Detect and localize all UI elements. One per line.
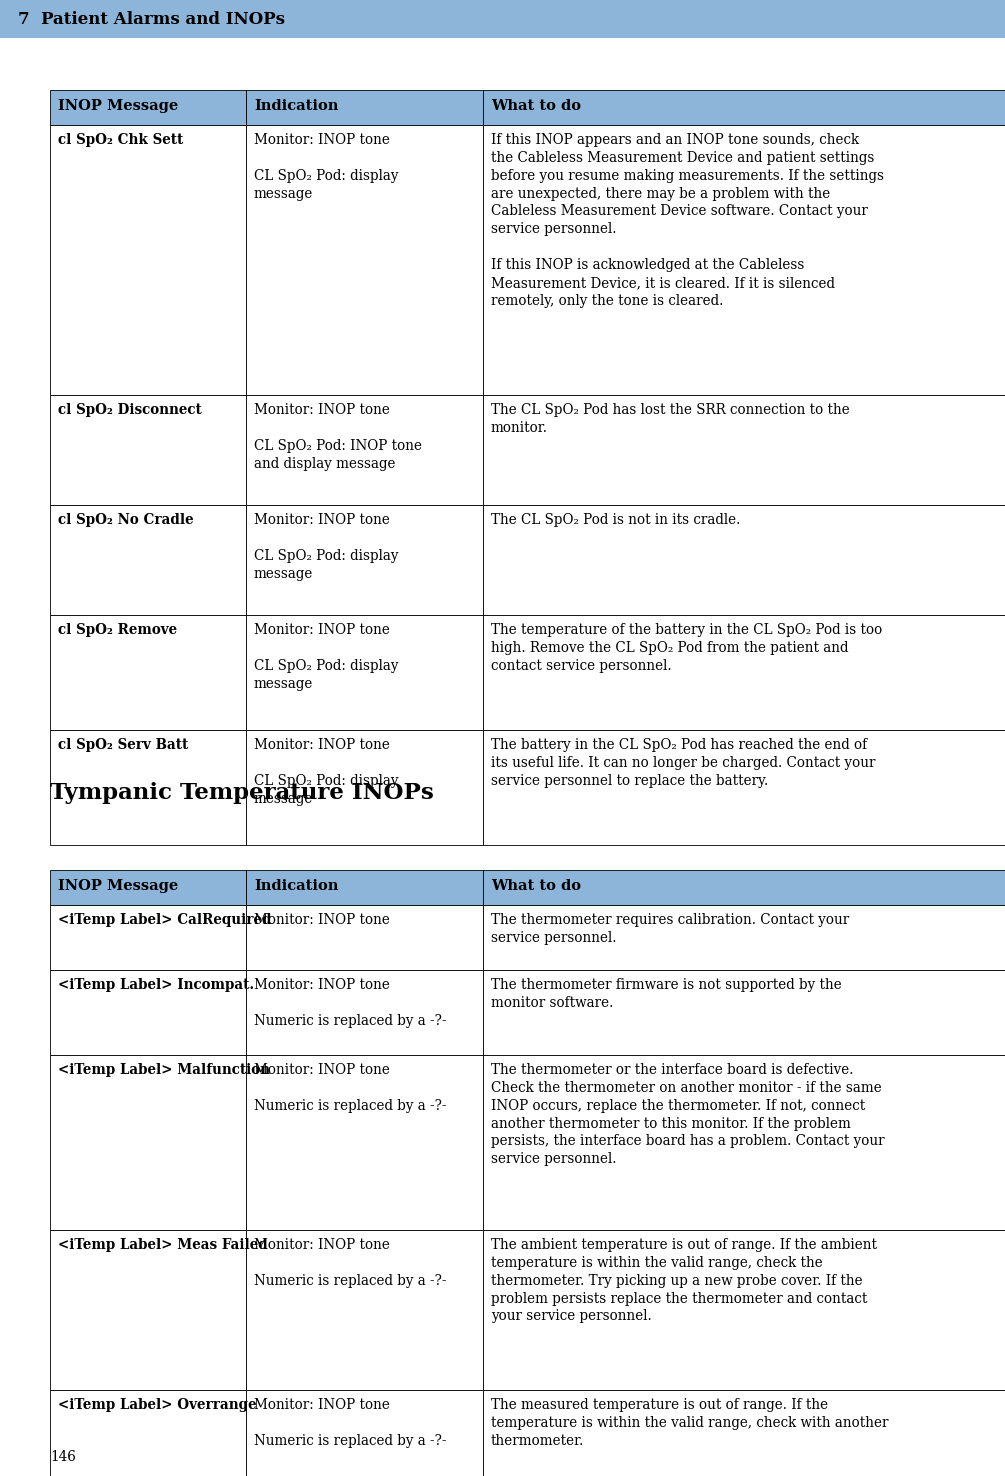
Text: Monitor: INOP tone

Numeric is replaced by a -?-: Monitor: INOP tone Numeric is replaced b… (254, 979, 446, 1027)
Text: Monitor: INOP tone

CL SpO₂ Pod: display
message: Monitor: INOP tone CL SpO₂ Pod: display … (254, 514, 399, 580)
Bar (246, 869, 483, 905)
Bar (50, 869, 246, 905)
Bar (50, 505, 246, 615)
Text: The ambient temperature is out of range. If the ambient
temperature is within th: The ambient temperature is out of range.… (491, 1238, 877, 1324)
Text: Monitor: INOP tone

Numeric is replaced by a -?-: Monitor: INOP tone Numeric is replaced b… (254, 1063, 446, 1113)
Text: Monitor: INOP tone

CL SpO₂ Pod: display
message: Monitor: INOP tone CL SpO₂ Pod: display … (254, 133, 399, 201)
Bar (50, 90, 246, 125)
Bar (483, 970, 1005, 1055)
Bar (483, 125, 1005, 396)
Text: cl SpO₂ Chk Sett: cl SpO₂ Chk Sett (58, 133, 183, 148)
Bar (246, 1390, 483, 1476)
Bar (246, 970, 483, 1055)
Bar (483, 1230, 1005, 1390)
Text: Monitor: INOP tone

CL SpO₂ Pod: display
message: Monitor: INOP tone CL SpO₂ Pod: display … (254, 623, 399, 691)
Text: cl SpO₂ Remove: cl SpO₂ Remove (58, 623, 177, 638)
Text: <iTemp Label> Meas Failed: <iTemp Label> Meas Failed (58, 1238, 267, 1252)
Bar (50, 396, 246, 505)
Bar (50, 731, 246, 844)
Bar (246, 90, 483, 125)
Text: Monitor: INOP tone: Monitor: INOP tone (254, 914, 390, 927)
Text: Monitor: INOP tone

CL SpO₂ Pod: INOP tone
and display message: Monitor: INOP tone CL SpO₂ Pod: INOP ton… (254, 403, 422, 471)
Text: Indication: Indication (254, 99, 339, 114)
Text: The thermometer requires calibration. Contact your
service personnel.: The thermometer requires calibration. Co… (491, 914, 849, 945)
Text: INOP Message: INOP Message (58, 99, 178, 114)
Bar (50, 970, 246, 1055)
Text: 146: 146 (50, 1449, 75, 1464)
Bar (0, 0, 1005, 38)
Text: <iTemp Label> Malfunction: <iTemp Label> Malfunction (58, 1063, 270, 1077)
Text: The CL SpO₂ Pod has lost the SRR connection to the
monitor.: The CL SpO₂ Pod has lost the SRR connect… (491, 403, 850, 435)
Bar (50, 1230, 246, 1390)
Bar (246, 731, 483, 844)
Bar (483, 1390, 1005, 1476)
Bar (483, 90, 1005, 125)
Bar (483, 869, 1005, 905)
Bar (50, 125, 246, 396)
Text: What to do: What to do (491, 99, 581, 114)
Text: Indication: Indication (254, 880, 339, 893)
Bar (246, 505, 483, 615)
Text: If this INOP appears and an INOP tone sounds, check
the Cableless Measurement De: If this INOP appears and an INOP tone so… (491, 133, 884, 307)
Bar (50, 615, 246, 731)
Bar (483, 905, 1005, 970)
Bar (483, 615, 1005, 731)
Text: What to do: What to do (491, 880, 581, 893)
Bar (483, 731, 1005, 844)
Bar (246, 1055, 483, 1230)
Text: Monitor: INOP tone

Numeric is replaced by a -?-: Monitor: INOP tone Numeric is replaced b… (254, 1238, 446, 1287)
Text: The CL SpO₂ Pod is not in its cradle.: The CL SpO₂ Pod is not in its cradle. (491, 514, 741, 527)
Text: Monitor: INOP tone

Numeric is replaced by a -?-: Monitor: INOP tone Numeric is replaced b… (254, 1398, 446, 1448)
Text: <iTemp Label> Incompat.: <iTemp Label> Incompat. (58, 979, 254, 992)
Bar (50, 905, 246, 970)
Text: Tympanic Temperature INOPs: Tympanic Temperature INOPs (50, 782, 434, 804)
Bar (246, 615, 483, 731)
Bar (246, 396, 483, 505)
Text: The temperature of the battery in the CL SpO₂ Pod is too
high. Remove the CL SpO: The temperature of the battery in the CL… (491, 623, 882, 673)
Text: The thermometer or the interface board is defective.
Check the thermometer on an: The thermometer or the interface board i… (491, 1063, 884, 1166)
Bar (246, 905, 483, 970)
Bar (246, 1230, 483, 1390)
Bar (483, 505, 1005, 615)
Text: <iTemp Label> Overrange: <iTemp Label> Overrange (58, 1398, 256, 1413)
Text: The battery in the CL SpO₂ Pod has reached the end of
its useful life. It can no: The battery in the CL SpO₂ Pod has reach… (491, 738, 875, 788)
Text: cl SpO₂ Disconnect: cl SpO₂ Disconnect (58, 403, 202, 418)
Text: 7  Patient Alarms and INOPs: 7 Patient Alarms and INOPs (18, 10, 285, 28)
Text: INOP Message: INOP Message (58, 880, 178, 893)
Text: Monitor: INOP tone

CL SpO₂ Pod: display
message: Monitor: INOP tone CL SpO₂ Pod: display … (254, 738, 399, 806)
Bar (246, 125, 483, 396)
Text: <iTemp Label> CalRequired: <iTemp Label> CalRequired (58, 914, 271, 927)
Text: cl SpO₂ No Cradle: cl SpO₂ No Cradle (58, 514, 194, 527)
Text: The thermometer firmware is not supported by the
monitor software.: The thermometer firmware is not supporte… (491, 979, 842, 1010)
Text: The measured temperature is out of range. If the
temperature is within the valid: The measured temperature is out of range… (491, 1398, 888, 1448)
Bar (483, 396, 1005, 505)
Text: cl SpO₂ Serv Batt: cl SpO₂ Serv Batt (58, 738, 188, 751)
Bar (50, 1390, 246, 1476)
Bar (483, 1055, 1005, 1230)
Bar (50, 1055, 246, 1230)
